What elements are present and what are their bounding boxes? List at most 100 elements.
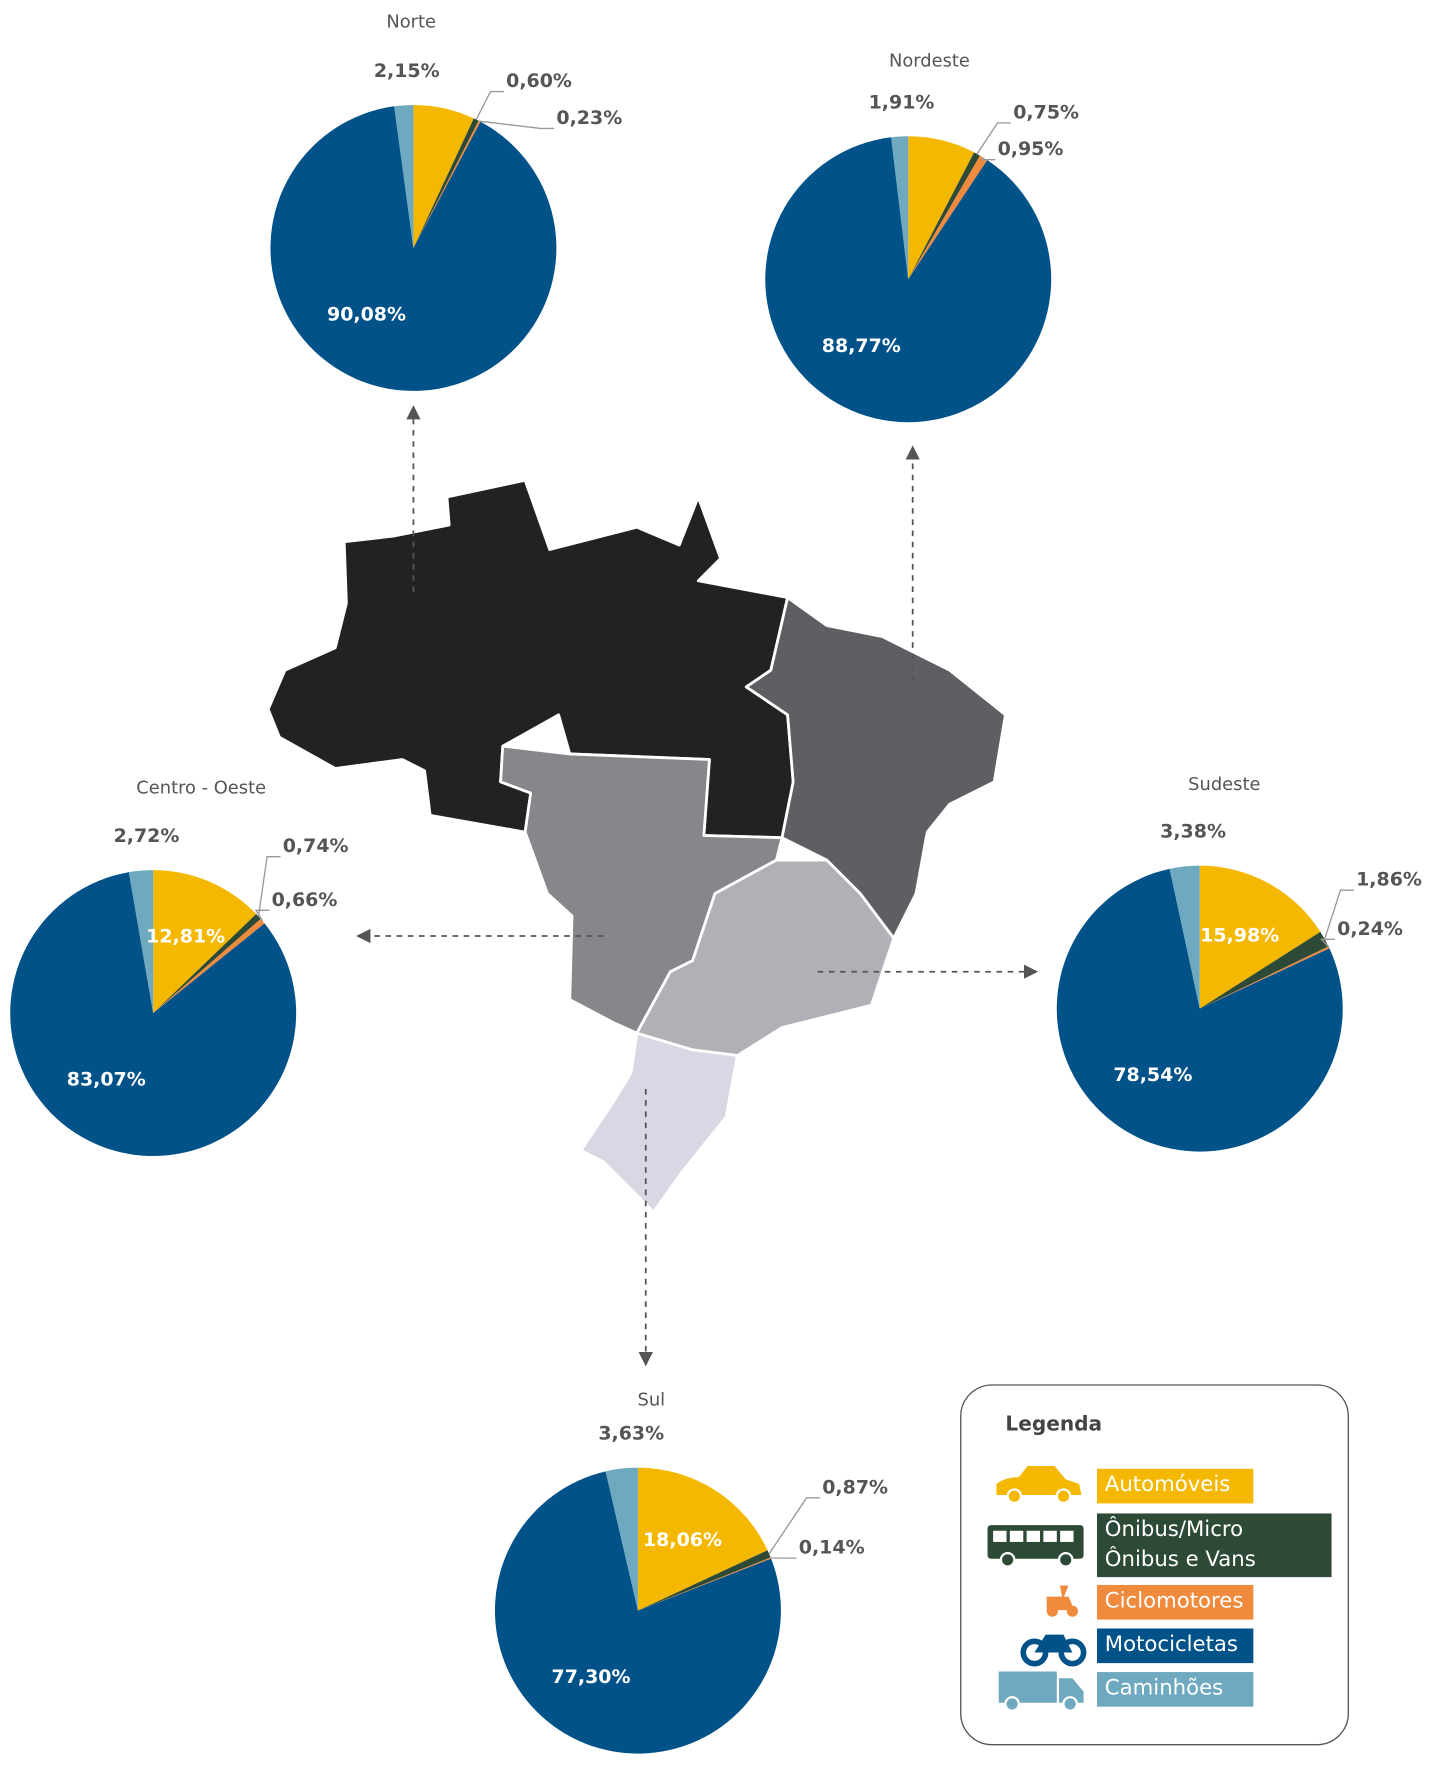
pie-title: Centro - Oeste — [136, 778, 266, 799]
pie-slice — [153, 870, 257, 1014]
legend-label-box: Ciclomotores — [1104, 1588, 1244, 1613]
data-label: 1,86% — [1356, 869, 1422, 891]
icon-wheel — [1062, 1696, 1079, 1712]
pie-title: Sul — [638, 1390, 666, 1411]
legend-label-box: Ônibus/Micro Ônibus e Vans — [1105, 1517, 1256, 1572]
data-label: 0,23% — [556, 107, 622, 129]
pie — [1056, 865, 1343, 1152]
arrows — [356, 405, 1039, 1367]
icon-wheel — [1004, 1696, 1020, 1712]
leader-line — [479, 120, 555, 130]
legend-label-box: Automóveis — [1104, 1472, 1231, 1497]
region-nordeste — [744, 596, 1007, 940]
pie-slice — [413, 120, 481, 248]
legend-icon — [996, 1465, 1082, 1504]
legend-label: Caminhões — [1104, 1675, 1224, 1700]
legend-icon — [1020, 1634, 1087, 1667]
data-label: 18,06% — [643, 1529, 722, 1551]
pie-slice — [605, 1467, 638, 1611]
pie-slice — [10, 872, 297, 1157]
legend-swatch — [1096, 1628, 1254, 1664]
pie-slice — [153, 913, 261, 1014]
icon-shape — [996, 1465, 1082, 1496]
data-label: 0,95% — [998, 138, 1064, 160]
leader-line — [257, 856, 281, 917]
data-label: 0,74% — [283, 835, 349, 857]
icon-shape — [1046, 1585, 1075, 1611]
pie-slice — [637, 1550, 771, 1611]
icon-wheel — [1055, 1488, 1072, 1504]
data-label: 77,30% — [552, 1666, 631, 1688]
icon-wheel — [1057, 1551, 1074, 1568]
icon-window — [1060, 1530, 1074, 1542]
legend-swatch — [1096, 1513, 1332, 1578]
leader-line — [768, 1497, 820, 1555]
data-label: 88,77% — [822, 335, 901, 357]
legend-label-box: Caminhões — [1104, 1675, 1224, 1700]
region-sul — [579, 1031, 739, 1214]
legend-swatch — [1096, 1672, 1254, 1707]
pie-slice — [908, 136, 975, 280]
pie-slice — [394, 104, 414, 248]
data-label: 0,24% — [1337, 918, 1403, 940]
pie — [494, 1467, 781, 1754]
icon-wheel — [1006, 1488, 1023, 1504]
pie-slice — [908, 155, 988, 280]
pie-slice — [270, 106, 557, 391]
pie-title: Norte — [386, 11, 436, 32]
pie-slice — [637, 1467, 768, 1611]
legend-icon — [1046, 1585, 1079, 1617]
legend-icon — [987, 1525, 1084, 1568]
legend-title: Legenda — [1005, 1412, 1102, 1436]
data-label: 3,38% — [1160, 821, 1226, 843]
data-label: 3,63% — [598, 1423, 664, 1445]
legend-swatch — [1096, 1468, 1254, 1504]
pie-slice — [891, 136, 909, 280]
pie-slice — [494, 1471, 781, 1754]
pie — [10, 870, 297, 1157]
leader-line — [1324, 889, 1354, 940]
legend-label: Motocicletas — [1104, 1631, 1238, 1657]
data-label: 12,81% — [146, 925, 225, 947]
icon-wheel — [1066, 1605, 1079, 1617]
leader-line — [976, 122, 1011, 155]
data-label: 83,07% — [67, 1069, 146, 1091]
icon-window — [1026, 1530, 1041, 1542]
brazil-map — [266, 478, 1007, 1214]
legend-label: Ciclomotores — [1104, 1588, 1244, 1613]
pie-slice — [1199, 946, 1330, 1009]
data-label: 0,60% — [506, 70, 572, 92]
legend-label-box: Motocicletas — [1104, 1631, 1238, 1657]
legend-swatch — [1096, 1584, 1254, 1620]
pie-slice — [1169, 865, 1200, 1009]
data-label: 0,66% — [272, 889, 338, 911]
pie-slice — [413, 118, 479, 248]
icon-shape — [1059, 1678, 1084, 1703]
pie-title: Nordeste — [889, 50, 970, 71]
leader-line — [475, 90, 504, 120]
pie-slice — [128, 870, 154, 1014]
icon-window — [993, 1530, 1007, 1542]
leader-line — [1319, 938, 1335, 948]
data-label: 78,54% — [1113, 1064, 1192, 1086]
pie-slice — [153, 918, 265, 1014]
leader-line — [980, 157, 996, 161]
legend-icon — [998, 1671, 1084, 1712]
data-label: 90,08% — [327, 303, 406, 325]
data-label: 0,87% — [822, 1476, 888, 1498]
icon-window — [1009, 1530, 1024, 1542]
pie-title: Sudeste — [1188, 774, 1260, 795]
icon-wheel — [999, 1551, 1016, 1568]
data-label: 0,75% — [1013, 101, 1079, 123]
icon-window — [1043, 1530, 1057, 1542]
pie-slice — [1056, 868, 1343, 1152]
data-label: 2,15% — [374, 60, 440, 82]
icon-shape — [1034, 1634, 1073, 1653]
legend-label: Automóveis — [1104, 1472, 1231, 1497]
pie-slice — [637, 1557, 772, 1611]
data-label: 0,14% — [799, 1537, 865, 1559]
pie-slice — [765, 137, 1052, 423]
pie-slice — [1199, 931, 1329, 1009]
